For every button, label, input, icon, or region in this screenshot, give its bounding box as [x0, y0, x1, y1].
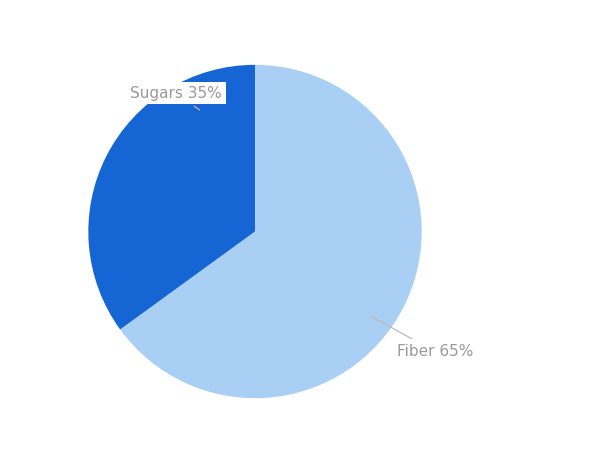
- Wedge shape: [120, 65, 422, 398]
- Text: Fiber 65%: Fiber 65%: [371, 316, 473, 359]
- Wedge shape: [88, 65, 255, 330]
- Text: Sugars 35%: Sugars 35%: [130, 86, 222, 110]
